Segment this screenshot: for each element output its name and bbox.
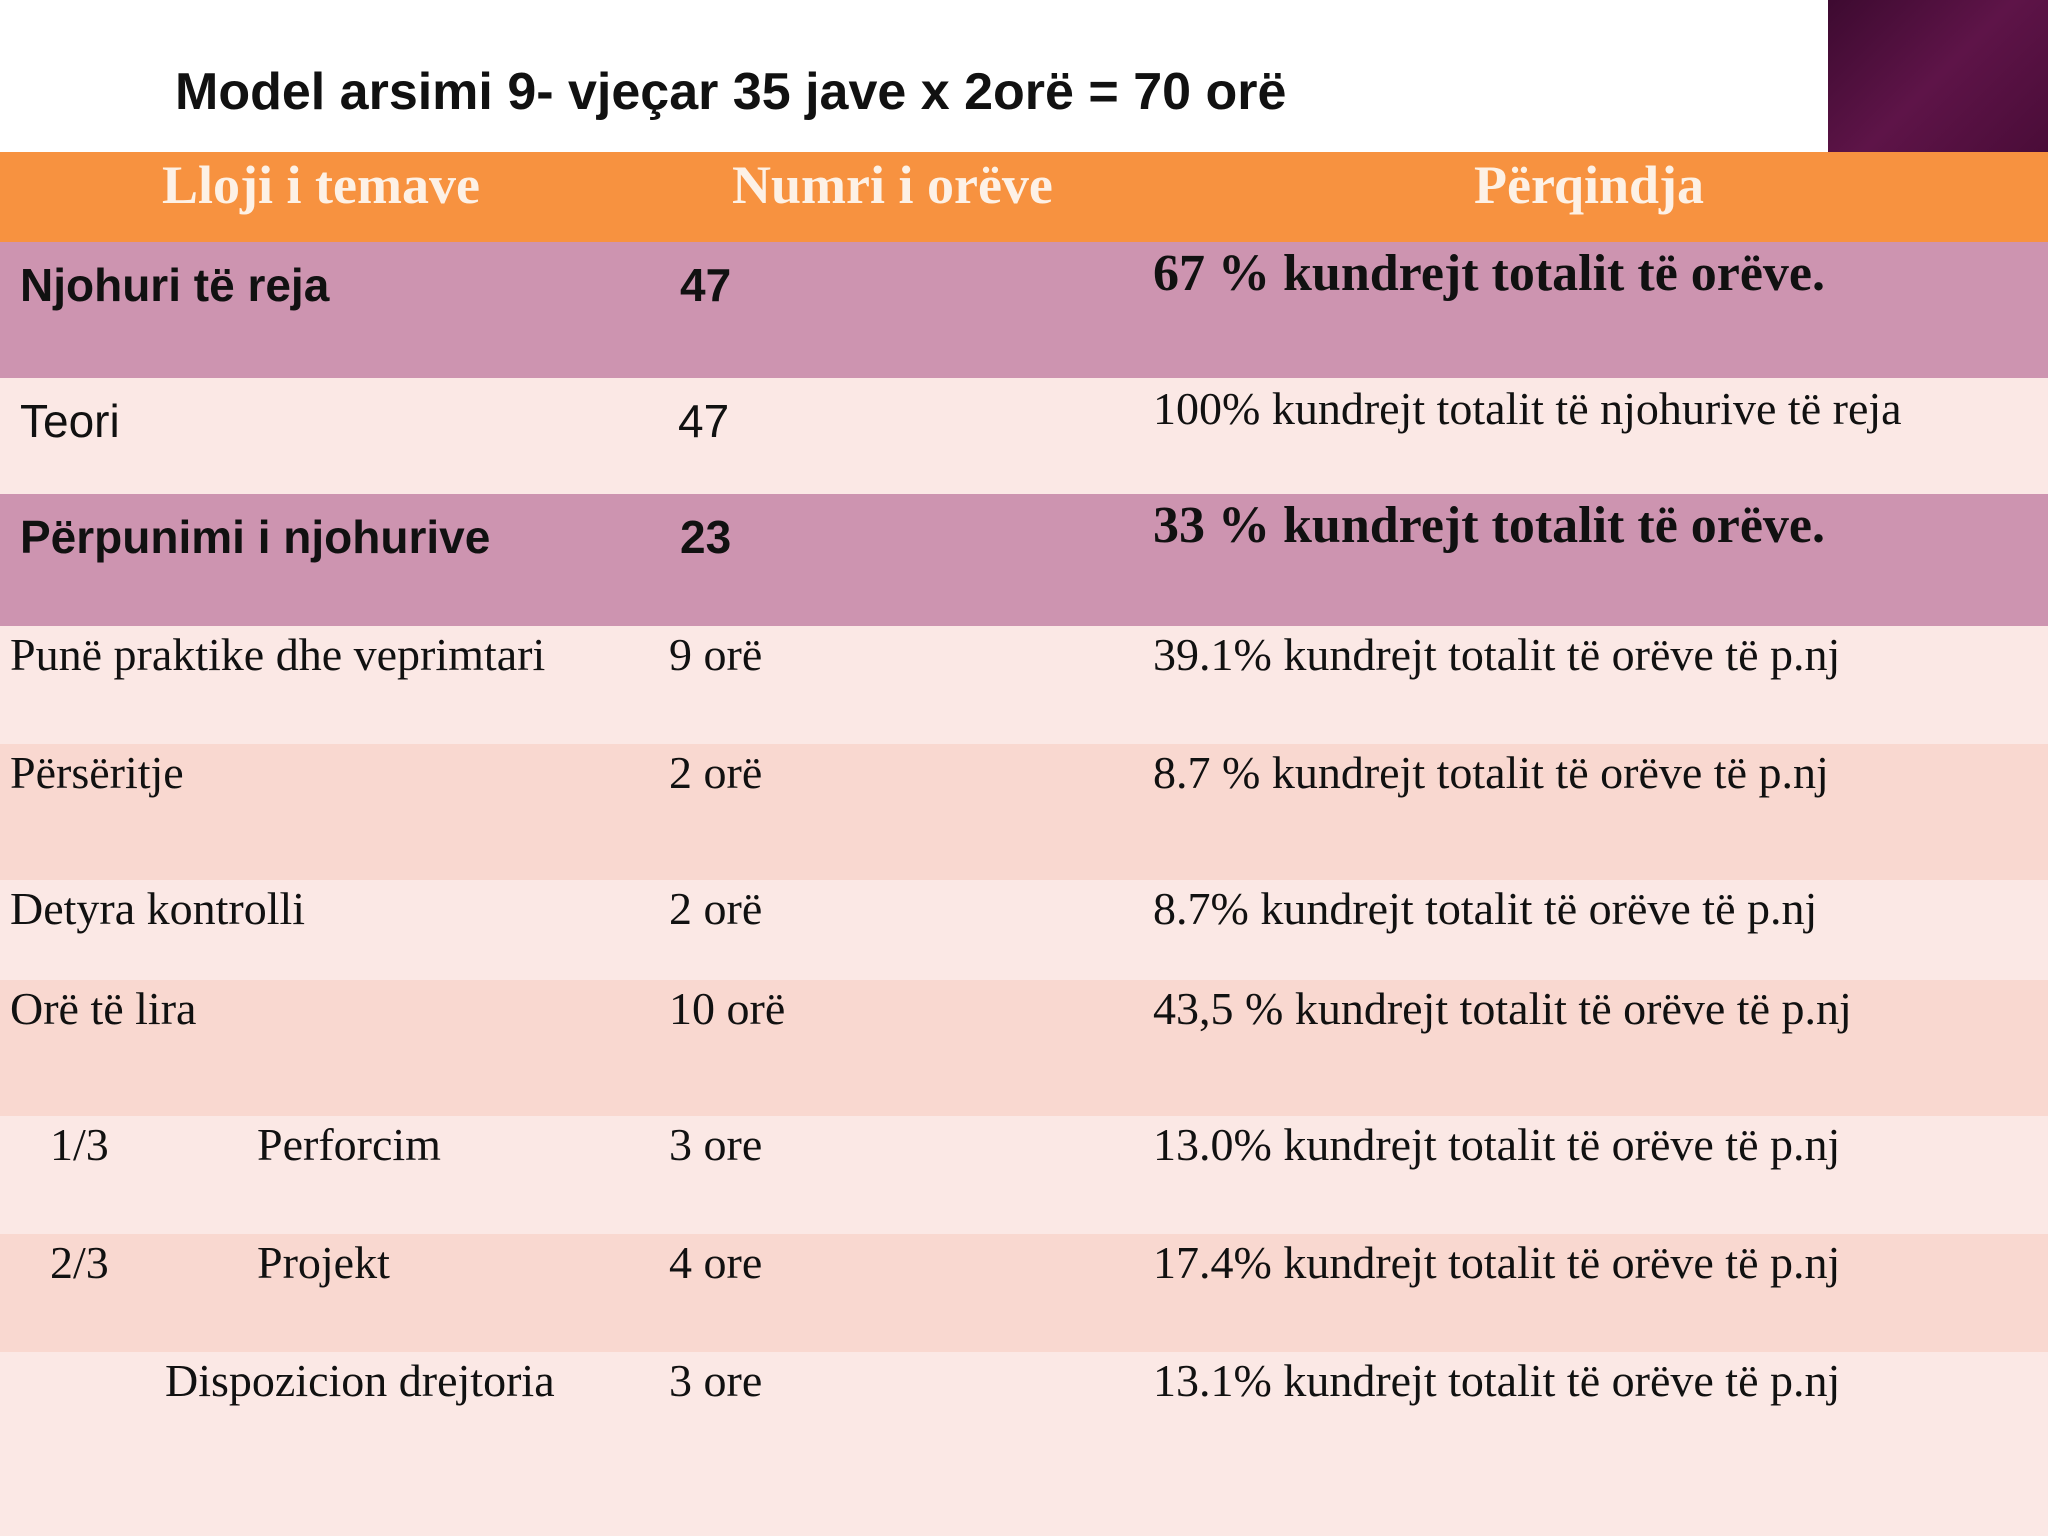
hours-cell: 2 orë bbox=[669, 747, 763, 798]
fraction-cell: 1/3 bbox=[50, 1119, 109, 1170]
topic-cell: Dispozicion drejtoria bbox=[165, 1355, 555, 1406]
table-header-row: Lloji i temave Numri i orëve Përqindja bbox=[0, 152, 2048, 242]
header-topic-type: Lloji i temave bbox=[162, 155, 480, 215]
table-row: Përpunimi i njohurive 23 33 % kundrejt t… bbox=[0, 494, 2048, 626]
hours-cell: 2 orë bbox=[669, 883, 763, 934]
fraction-cell: 2/3 bbox=[50, 1237, 109, 1288]
percentage-cell: 100% kundrejt totalit të njohurive të re… bbox=[1153, 383, 1902, 434]
hours-cell: 3 ore bbox=[669, 1355, 763, 1406]
topic-cell: Detyra kontrolli bbox=[10, 883, 306, 934]
topic-cell: Përsëritje bbox=[10, 747, 184, 798]
table-row: Përsëritje 2 orë 8.7 % kundrejt totalit … bbox=[0, 744, 2048, 880]
topic-cell: Përpunimi i njohurive bbox=[20, 511, 491, 563]
table-row: Punë praktike dhe veprimtari 9 orë 39.1%… bbox=[0, 626, 2048, 744]
hours-cell: 23 bbox=[680, 511, 732, 563]
topic-cell: Njohuri të reja bbox=[20, 259, 330, 311]
percentage-cell: 8.7 % kundrejt totalit të orëve të p.nj bbox=[1153, 747, 1829, 798]
table-row: Dispozicion drejtoria 3 ore 13.1% kundre… bbox=[0, 1352, 2048, 1536]
hours-cell: 10 orë bbox=[669, 983, 786, 1034]
percentage-cell: 39.1% kundrejt totalit të orëve të p.nj bbox=[1153, 629, 1841, 680]
percentage-cell: 33 % kundrejt totalit të orëve. bbox=[1153, 497, 1826, 554]
topic-cell: Teori bbox=[20, 395, 120, 447]
hours-cell: 47 bbox=[680, 259, 732, 311]
table-row: Orë të lira 10 orë 43,5 % kundrejt total… bbox=[0, 980, 2048, 1116]
percentage-cell: 43,5 % kundrejt totalit të orëve të p.nj bbox=[1153, 983, 1852, 1034]
slide-title: Model arsimi 9- vjeçar 35 jave x 2orë = … bbox=[175, 63, 1287, 121]
header-percentage: Përqindja bbox=[1474, 155, 1705, 215]
table-row: 2/3 Projekt 4 ore 17.4% kundrejt totalit… bbox=[0, 1234, 2048, 1352]
hours-cell: 9 orë bbox=[669, 629, 763, 680]
topic-cell: Projekt bbox=[257, 1237, 390, 1288]
percentage-cell: 8.7% kundrejt totalit të orëve të p.nj bbox=[1153, 883, 1818, 934]
percentage-cell: 13.1% kundrejt totalit të orëve të p.nj bbox=[1153, 1355, 1841, 1406]
percentage-cell: 13.0% kundrejt totalit të orëve të p.nj bbox=[1153, 1119, 1841, 1170]
topic-cell: Orë të lira bbox=[10, 983, 197, 1034]
hours-cell: 3 ore bbox=[669, 1119, 763, 1170]
header-hours-count: Numri i orëve bbox=[732, 155, 1053, 215]
hours-cell: 47 bbox=[678, 395, 730, 447]
table-row: 1/3 Perforcim 3 ore 13.0% kundrejt total… bbox=[0, 1116, 2048, 1234]
table-row: Njohuri të reja 47 67 % kundrejt totalit… bbox=[0, 242, 2048, 378]
topic-cell: Punë praktike dhe veprimtari bbox=[10, 629, 546, 680]
hours-cell: 4 ore bbox=[669, 1237, 763, 1288]
topic-cell: Perforcim bbox=[257, 1119, 441, 1170]
percentage-cell: 17.4% kundrejt totalit të orëve të p.nj bbox=[1153, 1237, 1841, 1288]
percentage-cell: 67 % kundrejt totalit të orëve. bbox=[1153, 245, 1826, 302]
table-row: Detyra kontrolli 2 orë 8.7% kundrejt tot… bbox=[0, 880, 2048, 980]
table-row: Teori 47 100% kundrejt totalit të njohur… bbox=[0, 378, 2048, 494]
corner-decoration bbox=[1828, 0, 2048, 152]
